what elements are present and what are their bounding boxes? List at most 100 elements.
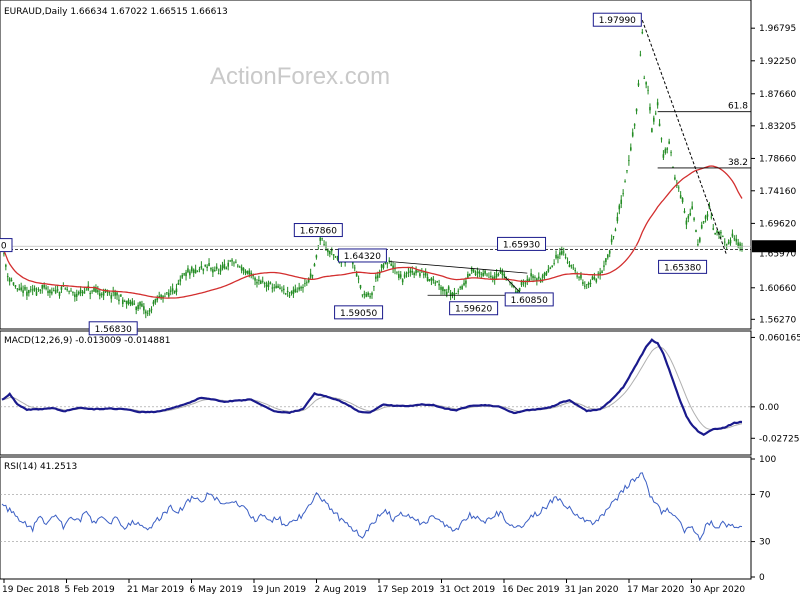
candle-body: [536, 278, 538, 281]
candle-body: [54, 290, 57, 293]
candle-body: [700, 224, 703, 229]
candle-body: [649, 106, 651, 111]
candle-body: [545, 272, 548, 275]
candle-body: [716, 230, 718, 233]
candle-body: [495, 273, 498, 277]
x-tick-label: 21 Mar 2019: [127, 585, 184, 595]
candle-body: [181, 275, 184, 278]
candle-body: [154, 299, 157, 303]
candle-body: [33, 287, 36, 291]
candle-body: [576, 275, 578, 277]
candle-body: [480, 273, 483, 275]
candle-body: [302, 287, 304, 289]
candle-body: [29, 289, 32, 291]
candle-body: [100, 293, 103, 295]
candle-body: [530, 273, 532, 277]
candle-body: [392, 265, 394, 270]
candle-body: [212, 269, 214, 273]
candle-body: [739, 243, 741, 247]
candle-body: [376, 275, 379, 279]
key-level-box: [504, 292, 554, 307]
candle-body: [160, 295, 162, 299]
candle-body: [137, 304, 139, 310]
key-level-label: 1.67860: [300, 227, 337, 237]
key-level-box: [449, 301, 499, 316]
candle-body: [75, 293, 78, 297]
candle-body: [403, 274, 406, 278]
candle-body: [288, 295, 291, 297]
candle-body: [626, 170, 628, 172]
candle-body: [267, 282, 270, 287]
candle-body: [440, 286, 442, 290]
candle-body: [620, 199, 623, 204]
candle-body: [24, 287, 26, 290]
candle-body: [679, 195, 682, 199]
candle-body: [169, 290, 172, 292]
candle-body: [472, 269, 475, 273]
y-tick-label: 100: [759, 455, 776, 465]
candle-body: [574, 270, 577, 272]
candle-body: [608, 250, 611, 254]
candle-body: [723, 241, 726, 243]
candle-body: [647, 89, 649, 91]
candle-body: [114, 292, 116, 296]
candle-body: [486, 274, 488, 276]
candle-body: [279, 287, 281, 290]
candle-body: [275, 285, 277, 289]
candle-body: [233, 262, 235, 264]
candle-body: [520, 281, 523, 286]
candle-body: [277, 285, 279, 288]
candle-body: [605, 258, 607, 263]
key-level-label: 1.97990: [599, 16, 636, 26]
candle-body: [572, 267, 575, 269]
x-tick-label: 19 Jun 2019: [252, 585, 306, 595]
candle-body: [551, 265, 554, 267]
candle-body: [482, 272, 484, 276]
candle-body: [593, 277, 596, 280]
moving-average-line: [1, 165, 743, 299]
candle-body: [560, 251, 563, 255]
candle-body: [192, 269, 195, 274]
candle-body: [246, 270, 249, 274]
x-tick-label: 31 Jan 2020: [565, 585, 619, 595]
candle-body: [677, 187, 680, 189]
candle-body: [630, 147, 632, 151]
candle-body: [453, 292, 456, 296]
candle-body: [265, 284, 268, 287]
candle-body: [167, 292, 170, 297]
candle-body: [156, 297, 159, 301]
candle-body: [102, 291, 105, 296]
candle-body: [697, 244, 699, 246]
candle-body: [407, 272, 410, 273]
candle-body: [327, 249, 329, 253]
candle-body: [332, 254, 335, 256]
key-level-label: 1.56830: [95, 325, 132, 335]
candle-body: [384, 262, 387, 265]
y-tick-label: 0.060165: [759, 333, 800, 343]
y-tick-label: 1.96795: [759, 24, 796, 34]
price-layer: 61.8 38.2 1.67860 1.56830 1.64320 1.59050 1.59…: [0, 12, 751, 336]
candle-body: [217, 273, 220, 275]
candle-body: [235, 261, 237, 263]
candle-body: [654, 113, 657, 115]
candle-body: [215, 266, 218, 269]
candle-body: [91, 290, 93, 292]
x-tick-label: 5 Feb 2019: [65, 585, 116, 595]
candle-body: [244, 271, 247, 273]
candle-body: [390, 264, 392, 266]
candle-body: [616, 216, 619, 222]
y-tick-label: 0.00: [759, 403, 779, 413]
candle-body: [10, 280, 13, 281]
candle-body: [457, 290, 460, 292]
candle-body: [139, 301, 141, 306]
candle-body: [428, 279, 431, 282]
candle-body: [5, 264, 7, 267]
x-tick-label: 16 Dec 2019: [502, 585, 560, 595]
key-level-label: 1.65380: [664, 263, 701, 273]
candle-body: [66, 289, 68, 291]
x-tick-label: 30 Apr 2020: [690, 585, 746, 595]
candle-body: [35, 291, 38, 296]
candle-body: [70, 290, 72, 292]
candle-body: [628, 160, 630, 161]
candle-body: [583, 285, 586, 287]
